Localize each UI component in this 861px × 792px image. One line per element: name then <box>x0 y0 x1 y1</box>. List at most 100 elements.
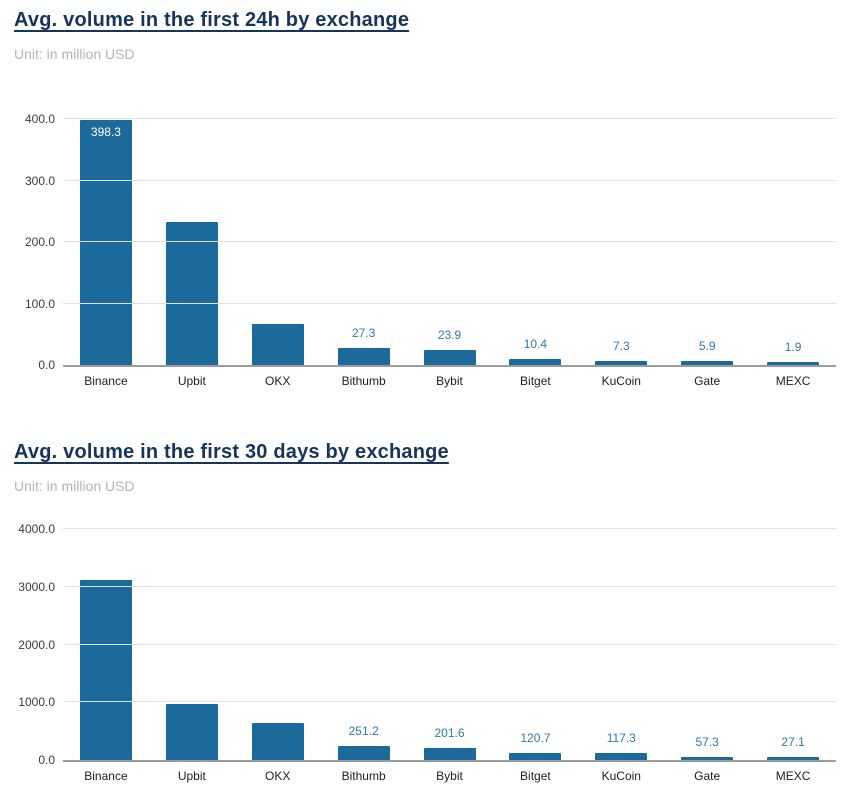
bar-upbit[interactable]: 978.5 <box>165 535 218 760</box>
y-tick-label: 200.0 <box>24 235 55 249</box>
x-axis-label-bitget: Bitget <box>520 769 551 783</box>
bar-binance[interactable]: 398.3 <box>79 120 132 365</box>
bar-value-label: 117.3 <box>606 731 636 746</box>
plot-area-30d: 3112.6 978.5 633.9 251.2 201.6 120.7 117.3 57.3… <box>63 528 836 762</box>
x-axis-label-upbit: Upbit <box>177 769 206 783</box>
bar-value-label: 57.3 <box>695 734 719 749</box>
bar-value-label: 3112.6 <box>88 535 124 549</box>
x-axis-label-bithumb: Bithumb <box>341 769 386 783</box>
bar-bybit[interactable] <box>423 748 476 760</box>
x-axis-label-binance: Binance <box>84 374 128 388</box>
x-axis-label-bybit: Bybit <box>436 769 463 783</box>
y-tick-label: 0.0 <box>38 358 55 372</box>
x-axis-30d: Binance Upbit OKX Bithumb Bybit Bitget KuCoin G… <box>63 769 836 783</box>
gridline <box>63 179 836 181</box>
gridline <box>63 701 836 703</box>
bar-gate[interactable] <box>681 756 734 760</box>
plot-wrap-30d: 0.0 1000.0 2000.0 3000.0 4000.0 3112.6 978.5 6… <box>14 522 861 767</box>
bar-column-binance: 398.3 <box>63 119 149 365</box>
x-axis-label-mexc: MEXC <box>775 769 811 783</box>
y-tick-label: 0.0 <box>38 753 55 767</box>
bar-column-upbit: 978.5 <box>149 529 235 760</box>
bar-value-label: 7.3 <box>612 338 630 353</box>
bar-value-label: 398.3 <box>90 125 121 139</box>
x-axis-label-gate: Gate <box>694 769 721 783</box>
bar-bybit[interactable] <box>423 350 476 365</box>
x-axis-label-mexc: MEXC <box>775 374 811 388</box>
bar-gate[interactable] <box>681 361 734 365</box>
bar-kucoin[interactable] <box>595 753 648 760</box>
bar-column-gate: 5.9 <box>664 119 750 365</box>
bar-binance[interactable]: 3112.6 <box>79 535 132 760</box>
y-tick-label: 4000.0 <box>18 522 55 536</box>
y-axis-30d: 0.0 1000.0 2000.0 3000.0 4000.0 <box>14 522 63 767</box>
bar-column-bybit: 201.6 <box>407 529 493 760</box>
bar-value-label: 10.4 <box>523 336 548 351</box>
bar-value-label: 27.1 <box>781 735 805 749</box>
x-axis-24h: Binance Upbit OKX Bithumb Bybit Bitget KuCoin G… <box>63 374 836 388</box>
x-axis-label-kucoin: KuCoin <box>601 374 641 388</box>
bar-column-okx: 633.9 <box>235 529 321 760</box>
gridline <box>63 302 836 304</box>
bar-bithumb[interactable] <box>337 348 390 365</box>
bar-kucoin[interactable] <box>595 360 648 365</box>
chart-unit-label-30d: Unit: in million USD <box>14 478 135 494</box>
x-axis-label-okx: OKX <box>265 769 291 783</box>
bar-value-label: 120.7 <box>520 731 551 746</box>
gridline <box>63 585 836 587</box>
chart-unit-label-24h: Unit: in million USD <box>14 46 135 62</box>
bar-value-label: 5.9 <box>698 339 716 354</box>
bar-column-bithumb: 251.2 <box>321 529 407 760</box>
chart-30d-volume: Avg. volume in the first 30 days by exch… <box>14 440 861 783</box>
bar-column-binance: 3112.6 <box>63 529 149 760</box>
y-axis-24h: 0.0 100.0 200.0 300.0 400.0 <box>14 112 63 372</box>
bar-bitget[interactable] <box>509 753 562 760</box>
gridline <box>63 528 836 529</box>
bar-okx[interactable]: 633.9 <box>251 535 304 760</box>
bar-column-bybit: 23.9 <box>407 119 493 365</box>
bar-value-label: 978.5 <box>176 535 207 549</box>
x-axis-label-bybit: Bybit <box>436 374 463 388</box>
bar-value-label: 27.3 <box>351 326 376 341</box>
bar-mexc[interactable] <box>767 362 820 365</box>
bar-column-okx: 67.2 <box>235 119 321 365</box>
x-axis-label-kucoin: KuCoin <box>601 769 641 783</box>
bar-column-gate: 57.3 <box>664 529 750 760</box>
bar-value-label: 201.6 <box>434 726 465 741</box>
bars-row-24h: 398.3 232.3 67.2 27.3 23.9 10.4 7.3 5.9 1.9 <box>63 119 836 365</box>
bar-column-upbit: 232.3 <box>149 119 235 365</box>
chart-title-30d[interactable]: Avg. volume in the first 30 days by exch… <box>14 441 449 463</box>
bar-bithumb[interactable] <box>337 745 390 760</box>
chart-24h-volume: Avg. volume in the first 24h by exchange… <box>14 8 861 388</box>
x-axis-label-gate: Gate <box>694 374 721 388</box>
bar-column-bitget: 120.7 <box>492 529 578 760</box>
gridline <box>63 241 836 242</box>
x-axis-label-bitget: Bitget <box>520 374 551 388</box>
bar-column-bithumb: 27.3 <box>321 119 407 365</box>
bar-column-bitget: 10.4 <box>492 119 578 365</box>
bar-mexc[interactable] <box>767 757 820 760</box>
bar-column-mexc: 1.9 <box>750 119 836 365</box>
x-axis-label-binance: Binance <box>84 769 128 783</box>
bar-bitget[interactable] <box>509 358 562 365</box>
bar-upbit[interactable]: 232.3 <box>165 125 218 365</box>
gridline <box>63 118 836 119</box>
y-tick-label: 400.0 <box>24 112 55 126</box>
bar-value-label: 23.9 <box>437 328 462 343</box>
y-tick-label: 1000.0 <box>18 695 55 710</box>
bar-okx[interactable]: 67.2 <box>251 125 304 365</box>
x-axis-label-bithumb: Bithumb <box>341 374 386 388</box>
bar-value-label: 232.3 <box>176 125 207 139</box>
x-axis-label-upbit: Upbit <box>177 374 206 388</box>
bar-column-kucoin: 7.3 <box>578 119 664 365</box>
gridline <box>63 643 836 645</box>
plot-wrap-24h: 0.0 100.0 200.0 300.0 400.0 398.3 232.3 67.2 27… <box>14 112 861 372</box>
bar-value-label: 633.9 <box>262 535 293 549</box>
bar-column-mexc: 27.1 <box>750 529 836 760</box>
plot-area-24h: 398.3 232.3 67.2 27.3 23.9 10.4 7.3 5.9 1.9 <box>63 118 836 367</box>
bar-value-label: 251.2 <box>348 723 379 738</box>
chart-title-24h[interactable]: Avg. volume in the first 24h by exchange <box>14 9 410 31</box>
y-tick-label: 100.0 <box>24 296 55 311</box>
y-tick-label: 300.0 <box>24 173 55 188</box>
